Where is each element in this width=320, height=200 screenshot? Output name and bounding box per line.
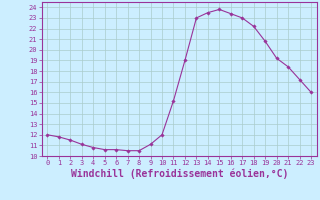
X-axis label: Windchill (Refroidissement éolien,°C): Windchill (Refroidissement éolien,°C) (70, 169, 288, 179)
